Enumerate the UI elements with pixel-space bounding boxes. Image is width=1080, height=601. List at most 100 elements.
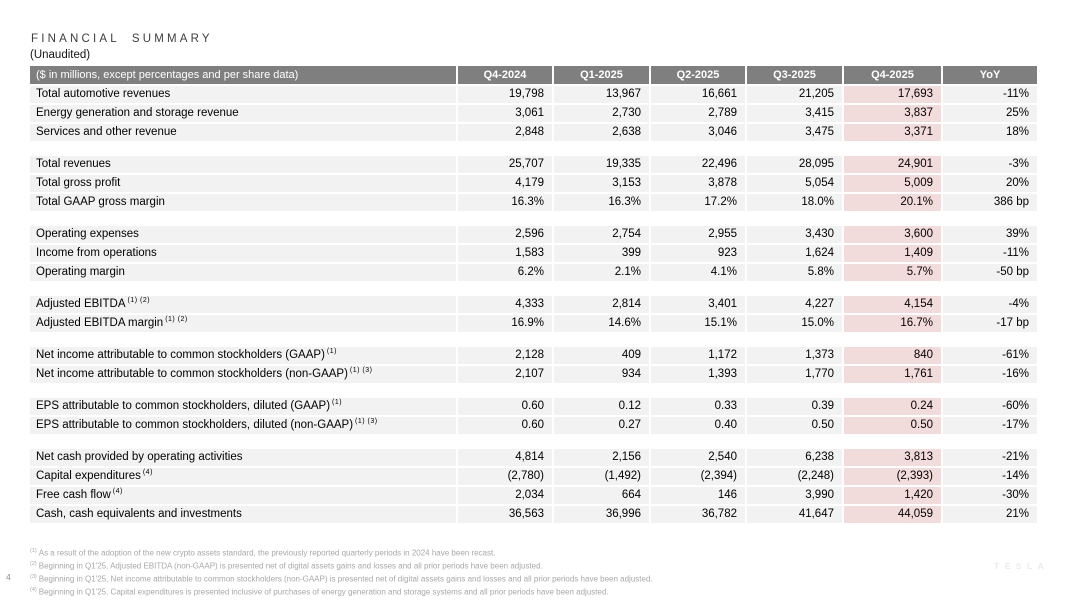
row-label: Free cash flow (4) bbox=[30, 486, 458, 506]
value-cell: 0.12 bbox=[553, 398, 651, 417]
value-cell: 2,107 bbox=[457, 365, 554, 385]
value-cell: 2,848 bbox=[457, 123, 554, 143]
value-cell: 0.40 bbox=[650, 416, 747, 436]
row-label: Income from operations bbox=[30, 244, 458, 264]
row-label: EPS attributable to common stockholders,… bbox=[30, 398, 458, 417]
row-label-text: Energy generation and storage revenue bbox=[36, 107, 239, 119]
value-cell: 16,661 bbox=[650, 85, 747, 105]
value-cell: 4,179 bbox=[457, 174, 554, 194]
value-cell: (2,780) bbox=[457, 467, 554, 487]
value-cell: 3,475 bbox=[746, 123, 844, 143]
value-cell: 25,707 bbox=[457, 156, 554, 175]
table-row: Cash, cash equivalents and investments 36… bbox=[30, 505, 1037, 525]
footnote-reference: (1) (2) bbox=[165, 316, 188, 324]
table-row: Operating expenses 2,596 2,754 2,955 3,430 3,… bbox=[30, 226, 1037, 245]
page-number: 4 bbox=[6, 572, 11, 582]
footnote-reference: (1) (3) bbox=[355, 418, 378, 426]
value-cell: -3% bbox=[942, 156, 1037, 175]
table-row: Net cash provided by operating activitie… bbox=[30, 449, 1037, 468]
value-cell: -16% bbox=[942, 365, 1037, 385]
value-cell: 1,583 bbox=[457, 244, 554, 264]
footnote-reference: (4) bbox=[142, 469, 153, 477]
value-cell: 18.0% bbox=[746, 193, 844, 213]
value-cell: 0.60 bbox=[457, 398, 554, 417]
row-label-text: Total automotive revenues bbox=[36, 88, 171, 100]
value-cell: 1,409 bbox=[843, 244, 943, 264]
value-cell: 0.24 bbox=[843, 398, 943, 417]
row-label-text: Services and other revenue bbox=[36, 126, 177, 138]
value-cell: 21,205 bbox=[746, 85, 844, 105]
spacer-row bbox=[30, 333, 1037, 347]
value-cell: 2,814 bbox=[553, 296, 651, 315]
table-body: Total automotive revenues 19,798 13,967 16,… bbox=[30, 85, 1037, 525]
value-cell: 0.27 bbox=[553, 416, 651, 436]
row-label-text: Net income attributable to common stockh… bbox=[36, 349, 325, 361]
value-cell: 16.3% bbox=[457, 193, 554, 213]
value-cell: 16.9% bbox=[457, 314, 554, 334]
table-row: Total revenues 25,707 19,335 22,496 28,095 24… bbox=[30, 156, 1037, 175]
row-label: Adjusted EBITDA margin (1) (2) bbox=[30, 314, 458, 334]
tesla-logo: TESLA bbox=[994, 561, 1050, 571]
page-subtitle: (Unaudited) bbox=[30, 49, 91, 61]
value-cell: 0.33 bbox=[650, 398, 747, 417]
value-cell: 36,563 bbox=[457, 505, 554, 525]
value-cell: 0.39 bbox=[746, 398, 844, 417]
row-label-text: Operating expenses bbox=[36, 228, 139, 240]
value-cell: -11% bbox=[942, 85, 1037, 105]
value-cell: 3,813 bbox=[843, 449, 943, 468]
value-cell: 2,156 bbox=[553, 449, 651, 468]
footnote-marker: (3) bbox=[30, 574, 37, 581]
footnote-marker: (1) bbox=[30, 548, 37, 554]
row-label: Capital expenditures (4) bbox=[30, 467, 458, 487]
row-label-text: Free cash flow bbox=[36, 489, 111, 501]
table-row: Services and other revenue 2,848 2,638 3,04… bbox=[30, 123, 1037, 143]
value-cell: 3,430 bbox=[746, 226, 844, 245]
value-cell: 19,798 bbox=[457, 85, 554, 105]
value-cell: 2,128 bbox=[457, 347, 554, 366]
table-row: Capital expenditures (4) (2,780) (1,492) (2,… bbox=[30, 467, 1037, 487]
value-cell: 1,420 bbox=[843, 486, 943, 506]
row-label: Cash, cash equivalents and investments bbox=[30, 505, 458, 525]
footnote-text: Beginning in Q1'25, Adjusted EBITDA (non… bbox=[38, 561, 543, 571]
footnote-reference: (1) (2) bbox=[127, 297, 151, 305]
footnote-reference: (4) bbox=[112, 488, 123, 496]
footnote-marker: (2) bbox=[30, 561, 37, 568]
value-cell: 3,401 bbox=[650, 296, 747, 315]
spacer-cell bbox=[30, 333, 1037, 347]
spacer-cell bbox=[30, 212, 1037, 226]
value-cell: 399 bbox=[553, 244, 651, 264]
value-cell: 16.3% bbox=[553, 193, 651, 213]
value-cell: 2,540 bbox=[650, 449, 747, 468]
value-cell: 36,782 bbox=[650, 505, 747, 525]
value-cell: -17 bp bbox=[942, 314, 1037, 334]
value-cell: 21% bbox=[942, 505, 1037, 525]
value-cell: 1,770 bbox=[746, 365, 844, 385]
value-cell: 3,371 bbox=[843, 123, 943, 143]
table-row: Net income attributable to common stockh… bbox=[30, 365, 1037, 385]
table-row: Adjusted EBITDA (1) (2) 4,333 2,814 3,401 4,2… bbox=[30, 296, 1037, 315]
row-label-text: Net income attributable to common stockh… bbox=[36, 368, 348, 380]
row-label: Adjusted EBITDA (1) (2) bbox=[30, 296, 458, 315]
footnote-reference: (1) bbox=[332, 399, 343, 407]
row-label-text: Adjusted EBITDA margin bbox=[36, 317, 164, 329]
value-cell: -61% bbox=[942, 347, 1037, 366]
value-cell: 2,034 bbox=[457, 486, 554, 506]
value-cell: 14.6% bbox=[553, 314, 651, 334]
row-label: Total revenues bbox=[30, 156, 458, 175]
value-cell: 3,837 bbox=[843, 104, 943, 124]
value-cell: 664 bbox=[553, 486, 651, 506]
value-cell: 3,878 bbox=[650, 174, 747, 194]
row-label-text: Total GAAP gross margin bbox=[36, 196, 165, 208]
value-cell: 41,647 bbox=[746, 505, 844, 525]
value-cell: 2,638 bbox=[553, 123, 651, 143]
value-cell: 3,153 bbox=[553, 174, 651, 194]
row-label: Energy generation and storage revenue bbox=[30, 104, 458, 124]
table-row: Operating margin 6.2% 2.1% 4.1% 5.8% 5.7% -50 … bbox=[30, 263, 1037, 283]
value-cell: 3,990 bbox=[746, 486, 844, 506]
footnote-reference: (1) bbox=[326, 348, 337, 356]
footnote-reference: (1) (3) bbox=[349, 367, 373, 375]
value-cell: 24,901 bbox=[843, 156, 943, 175]
row-label: Services and other revenue bbox=[30, 123, 458, 143]
value-cell: 36,996 bbox=[553, 505, 651, 525]
